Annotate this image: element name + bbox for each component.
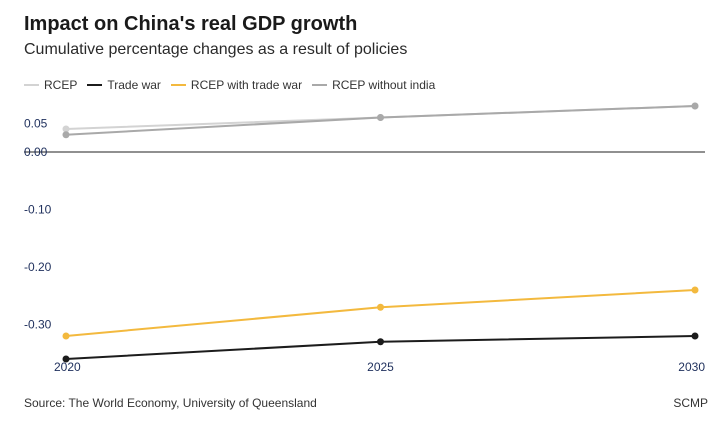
data-point-trade-war [377, 338, 384, 346]
y-tick-label: 0.05 [24, 116, 48, 130]
x-tick-label: 2020 [54, 360, 81, 374]
data-point-rcep-without-india [691, 102, 699, 110]
series-line-rcep-with-trade-war [65, 289, 696, 337]
brand-label: SCMP [673, 396, 708, 410]
legend: RCEP Trade war RCEP with trade war RCEP … [24, 77, 445, 93]
y-tick-label: -0.30 [24, 318, 52, 332]
data-point-trade-war [691, 332, 699, 340]
data-point-rcep-without-india [377, 114, 384, 121]
legend-item-rcep: RCEP [24, 78, 77, 92]
legend-item-rcep-without-india: RCEP without india [312, 78, 435, 92]
source-note: Source: The World Economy, University of… [24, 396, 317, 410]
chart-subtitle: Cumulative percentage changes as a resul… [24, 41, 408, 58]
data-point-rcep-with-trade-war [62, 332, 70, 340]
data-point-rcep-with-trade-war [691, 286, 699, 294]
legend-swatch-rcep-without-india [312, 84, 328, 86]
chart-title: Impact on China's real GDP growth [24, 13, 358, 35]
y-tick-label: -0.20 [24, 260, 52, 274]
data-point-rcep-with-trade-war [377, 303, 384, 311]
legend-label: RCEP with trade war [190, 78, 303, 92]
legend-label: RCEP without india [332, 78, 436, 92]
data-point-rcep-without-india [62, 131, 70, 139]
legend-label: Trade war [107, 78, 161, 92]
legend-label: RCEP [44, 78, 78, 92]
x-tick-label: 2030 [678, 360, 705, 374]
legend-item-trade-war: Trade war [87, 78, 161, 92]
data-point-rcep [62, 125, 70, 133]
x-tick-label: 2025 [367, 360, 394, 374]
data-point-trade-war [62, 355, 70, 363]
y-tick-label: 0.00 [24, 145, 48, 159]
legend-swatch-rcep-with-trade-war [170, 84, 186, 86]
legend-swatch-rcep [24, 84, 39, 86]
y-tick-label: -0.10 [24, 203, 52, 217]
legend-swatch-trade-war [87, 84, 103, 86]
legend-item-rcep-with-trade-war: RCEP with trade war [170, 78, 303, 92]
